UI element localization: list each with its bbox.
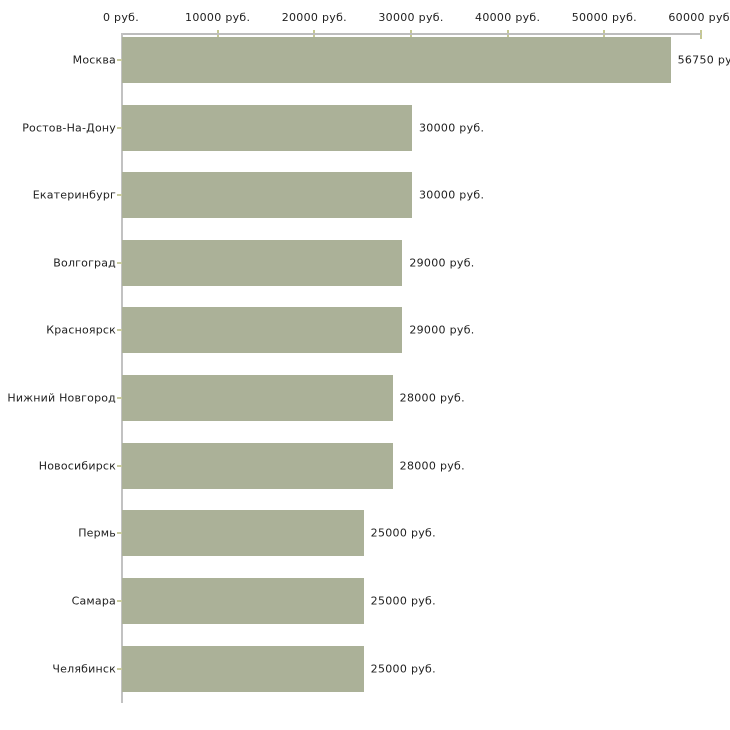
y-axis-tick-mark [117, 532, 122, 535]
x-axis-tick-label: 0 руб. [102, 11, 140, 24]
value-label: 28000 руб. [399, 459, 465, 473]
value-label: 25000 руб. [370, 594, 436, 608]
y-axis-tick-mark [117, 464, 122, 467]
category-label: Волгоград [53, 256, 116, 270]
x-axis-tick-label: 30000 руб. [378, 11, 444, 24]
value-label: 56750 руб. [677, 53, 730, 67]
y-axis-tick-mark [117, 59, 122, 61]
y-axis-tick-mark [117, 329, 122, 332]
bar [122, 645, 364, 692]
value-label: 25000 руб. [370, 662, 436, 676]
y-axis-tick-mark [117, 194, 122, 197]
category-label: Москва [72, 53, 116, 67]
y-axis-tick-mark [117, 599, 122, 602]
value-label: 25000 руб. [370, 526, 436, 540]
category-label: Самара [71, 594, 116, 608]
bar [122, 577, 364, 624]
value-label: 29000 руб. [409, 323, 475, 337]
category-label: Новосибирск [38, 459, 116, 473]
bar [122, 239, 403, 286]
category-label: Челябинск [52, 662, 116, 676]
category-label: Ростов-На-Дону [22, 121, 116, 135]
category-label: Красноярск [46, 323, 116, 337]
value-label: 30000 руб. [419, 188, 485, 202]
y-axis-tick-mark [117, 667, 122, 670]
category-label: Пермь [78, 526, 116, 540]
bar [122, 307, 403, 354]
y-axis-tick-mark [117, 126, 122, 129]
x-axis-tick-label: 60000 руб. [668, 11, 730, 24]
x-axis-tick-label: 10000 руб. [185, 11, 251, 24]
y-axis-tick-mark [117, 397, 122, 400]
x-axis-tick-label: 40000 руб. [475, 11, 541, 24]
y-axis-tick-mark [117, 261, 122, 264]
bar [122, 510, 364, 557]
bar [122, 37, 671, 83]
y-axis-line [121, 33, 123, 703]
x-axis-line [121, 33, 701, 35]
value-label: 30000 руб. [419, 121, 485, 135]
bar [122, 442, 393, 489]
category-label: Нижний Новгород [7, 391, 116, 405]
value-label: 28000 руб. [399, 391, 465, 405]
bar [122, 172, 412, 219]
bar [122, 375, 393, 422]
bar [122, 104, 412, 151]
x-axis-tick-mark [700, 30, 702, 39]
value-label: 29000 руб. [409, 256, 475, 270]
category-label: Екатеринбург [32, 188, 116, 202]
x-axis-tick-label: 20000 руб. [281, 11, 347, 24]
x-axis-tick-label: 50000 руб. [571, 11, 637, 24]
